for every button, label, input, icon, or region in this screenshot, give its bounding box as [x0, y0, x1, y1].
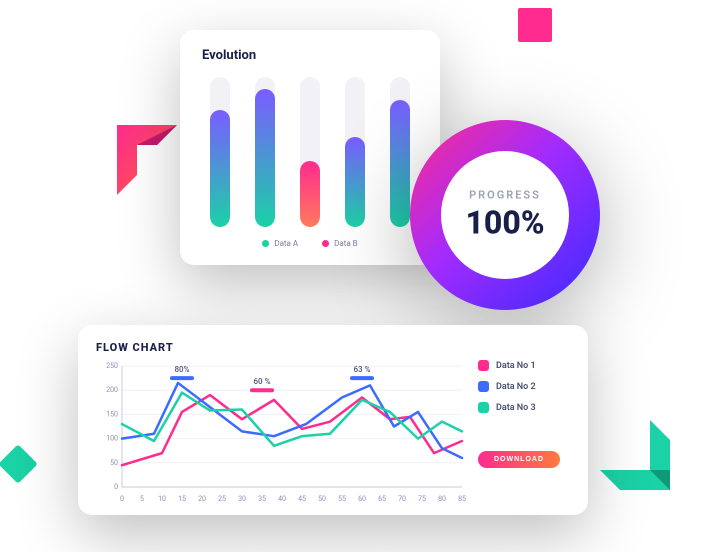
decor-teal-arrow	[580, 410, 680, 510]
svg-text:70: 70	[398, 495, 406, 503]
flow-chart-plot: 0 50 100 150 200 250 0 5 10 15 20 25 30 35 40 45 50 55 60 6…	[96, 360, 466, 509]
progress-label: PROGRESS	[465, 189, 544, 202]
decor-teal-diamond	[0, 444, 38, 484]
legend-item: Data No 3	[478, 402, 570, 413]
bar-track	[300, 77, 320, 227]
legend-label: Data No 1	[496, 361, 536, 371]
svg-text:15: 15	[178, 495, 186, 503]
flow-chart-legend: Data No 1 Data No 2 Data No 3 DOWNLOAD	[478, 360, 570, 509]
bar-track	[255, 77, 275, 227]
evolution-bars	[202, 77, 418, 227]
svg-text:0: 0	[114, 483, 118, 491]
svg-text:50: 50	[318, 495, 326, 503]
legend-item: Data No 1	[478, 360, 570, 371]
legend-dot-icon	[262, 240, 269, 247]
svg-text:0: 0	[120, 495, 124, 503]
legend-label: Data No 2	[496, 382, 536, 392]
flow-chart-card: FLOW CHART 0 50 100 150 200 250 0 5 10 15 20 25 30 35…	[78, 325, 588, 515]
svg-text:200: 200	[106, 386, 118, 394]
svg-text:75: 75	[418, 495, 426, 503]
svg-text:65: 65	[378, 495, 386, 503]
evolution-legend: Data A Data B	[202, 239, 418, 248]
svg-text:45: 45	[298, 495, 306, 503]
svg-text:150: 150	[106, 410, 118, 418]
svg-text:10: 10	[158, 495, 166, 503]
svg-text:250: 250	[106, 362, 118, 370]
svg-text:40: 40	[278, 495, 286, 503]
bar-fill	[300, 161, 320, 227]
legend-swatch-icon	[478, 360, 489, 371]
legend-item: Data No 2	[478, 381, 570, 392]
flow-chart-title: FLOW CHART	[96, 341, 570, 354]
svg-text:80%: 80%	[174, 365, 189, 374]
legend-item: Data B	[322, 239, 358, 248]
legend-dot-icon	[322, 240, 329, 247]
svg-text:85: 85	[458, 495, 466, 503]
bar-track	[210, 77, 230, 227]
legend-label: Data No 3	[496, 403, 536, 413]
svg-text:60: 60	[358, 495, 366, 503]
evolution-title: Evolution	[202, 48, 418, 63]
svg-text:60 %: 60 %	[253, 377, 270, 386]
decor-pink-square	[518, 8, 552, 42]
svg-text:63 %: 63 %	[353, 365, 370, 374]
bar-fill	[345, 137, 365, 227]
svg-text:80: 80	[438, 495, 446, 503]
legend-item: Data A	[262, 239, 298, 248]
legend-swatch-icon	[478, 402, 489, 413]
svg-text:20: 20	[198, 495, 206, 503]
progress-ring: PROGRESS 100%	[400, 110, 610, 320]
bar-fill	[255, 89, 275, 227]
svg-text:5: 5	[140, 495, 144, 503]
svg-text:30: 30	[238, 495, 246, 503]
svg-text:50: 50	[110, 459, 118, 467]
progress-value: 100%	[465, 204, 544, 242]
bar-track	[345, 77, 365, 227]
svg-text:35: 35	[258, 495, 266, 503]
svg-text:55: 55	[338, 495, 346, 503]
download-button[interactable]: DOWNLOAD	[478, 451, 560, 468]
svg-text:100: 100	[106, 435, 118, 443]
legend-swatch-icon	[478, 381, 489, 392]
svg-text:25: 25	[218, 495, 226, 503]
bar-fill	[210, 110, 230, 227]
